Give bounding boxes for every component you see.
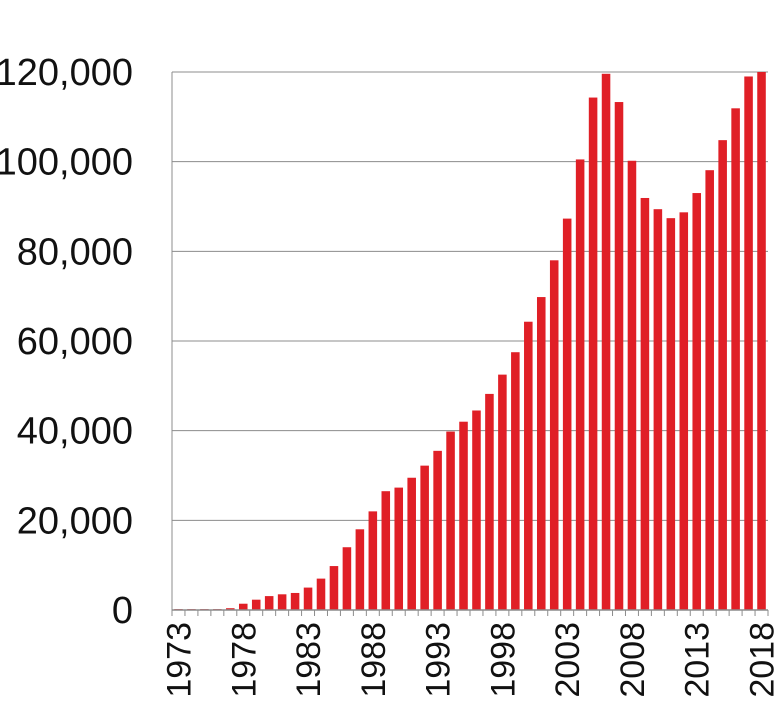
bar-2014: [705, 170, 714, 610]
bar-1978: [238, 603, 248, 610]
bar-1985: [329, 566, 339, 610]
x-tick-label-2018: 2018: [744, 622, 781, 698]
bar-1987: [355, 529, 365, 610]
x-tick-label-1993: 1993: [420, 622, 458, 698]
bar-1984: [316, 578, 326, 610]
bar-1993: [433, 450, 442, 610]
y-tick-label-100000: 100,000: [0, 142, 133, 184]
bar-1996: [472, 410, 481, 610]
bar-1994: [446, 431, 455, 610]
x-tick-label-1998: 1998: [484, 622, 522, 698]
bar-1980: [264, 596, 274, 610]
bar-2013: [692, 193, 702, 611]
x-tick-label-2003: 2003: [549, 622, 587, 698]
bar-1998: [498, 374, 507, 610]
y-tick-label-40000: 40,000: [17, 411, 133, 453]
bar-2003: [562, 218, 572, 611]
y-tick-labels: 0 20,000 40,000 60,000 80,000 100,000 120,000: [0, 52, 133, 632]
x-tick-label-1973: 1973: [160, 622, 198, 698]
bar-2002: [549, 260, 559, 610]
bar-2009: [640, 197, 650, 610]
bar-2001: [536, 297, 546, 610]
bar-1991: [407, 477, 416, 610]
y-tick-label-60000: 60,000: [17, 321, 133, 363]
bar-2010: [653, 209, 663, 610]
bar-2007: [614, 102, 624, 610]
y-tick-label-120000: 120,000: [0, 52, 133, 94]
gridlines: [172, 71, 768, 521]
y-tick-label-0: 0: [112, 590, 133, 632]
x-tick-labels: 1973 1978 1983 1988 1993 1998 2003 2008 2013 2018: [160, 622, 781, 698]
bar-2016: [731, 108, 740, 610]
bar-1992: [420, 465, 429, 610]
bar-1999: [511, 352, 520, 610]
bar-2008: [627, 160, 637, 610]
bars: [174, 72, 766, 611]
x-tick-label-2008: 2008: [614, 622, 652, 698]
axes: [171, 72, 769, 616]
bar-1979: [251, 599, 261, 610]
bar-2004: [575, 159, 585, 611]
bar-1981: [277, 594, 287, 610]
bar-1977: [226, 608, 235, 610]
bar-2005: [588, 97, 598, 611]
bar-2006: [601, 73, 611, 610]
bar-2017: [744, 76, 753, 610]
bar-1983: [303, 587, 313, 610]
bar-1982: [290, 592, 300, 610]
bar-2012: [679, 212, 689, 610]
x-tick-label-1978: 1978: [225, 622, 263, 698]
x-tick-label-2013: 2013: [679, 622, 717, 698]
bar-1995: [459, 421, 468, 610]
y-tick-label-80000: 80,000: [17, 231, 133, 273]
bar-2000: [524, 321, 533, 610]
x-tick-label-1983: 1983: [290, 622, 328, 698]
bar-2015: [718, 140, 727, 610]
bar-1990: [394, 487, 404, 610]
y-tick-label-20000: 20,000: [17, 500, 133, 542]
bar-1988: [368, 511, 378, 610]
bar-2011: [666, 218, 676, 610]
x-tick-label-1988: 1988: [355, 622, 393, 698]
bar-1986: [342, 547, 352, 610]
bar-1997: [485, 393, 494, 610]
bar-2018: [757, 72, 766, 610]
bar-1989: [381, 491, 391, 610]
